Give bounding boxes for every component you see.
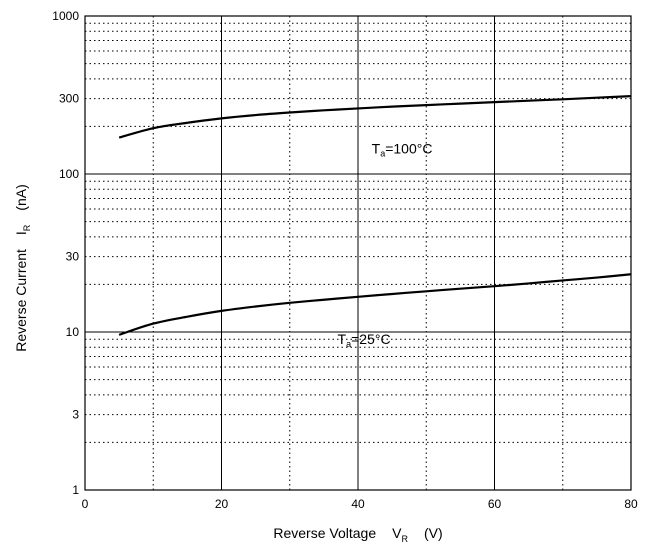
y-axis-title-main: Reverse Current — [13, 249, 29, 352]
x-tick-label: 20 — [215, 497, 229, 511]
x-axis-title-subscript: R — [401, 534, 408, 544]
x-axis-title-main: Reverse Voltage — [273, 525, 376, 541]
x-tick-labels: 0 20 40 60 80 — [82, 497, 638, 511]
x-axis-title: Reverse Voltage VR (V) — [273, 525, 442, 544]
y-tick-label: 1 — [72, 483, 79, 497]
series-annotation-0: Ta=100°C — [372, 141, 433, 159]
y-tick-label: 1000 — [52, 9, 79, 23]
series-line-1 — [118, 273, 632, 336]
y-tick-label: 30 — [66, 250, 80, 264]
series-lines — [118, 95, 632, 336]
major-grid — [85, 16, 631, 490]
x-tick-label: 40 — [351, 497, 365, 511]
y-tick-labels: 1 3 10 30 100 300 1000 — [52, 9, 79, 497]
minor-grid — [85, 16, 631, 490]
x-tick-label: 0 — [82, 497, 89, 511]
y-tick-label: 100 — [59, 167, 79, 181]
plot-frame — [84, 15, 632, 491]
y-tick-label: 300 — [59, 92, 79, 106]
x-axis-title-symbol: V — [392, 525, 402, 541]
x-axis-title-unit: (V) — [424, 525, 443, 541]
y-axis-title: Reverse Current IR (nA) — [13, 184, 32, 352]
series-annotation-1: Ta=25°C — [338, 331, 391, 349]
y-axis-title-unit: (nA) — [13, 184, 29, 210]
y-axis-title-symbol: I — [13, 231, 29, 235]
series-annotations: Ta=100°C Ta=25°C — [338, 141, 433, 350]
y-tick-label: 10 — [66, 325, 80, 339]
series-line-0 — [118, 95, 632, 139]
x-tick-label: 60 — [488, 497, 502, 511]
y-axis-title-subscript: R — [22, 224, 32, 231]
y-tick-label: 3 — [72, 408, 79, 422]
x-tick-label: 80 — [624, 497, 638, 511]
